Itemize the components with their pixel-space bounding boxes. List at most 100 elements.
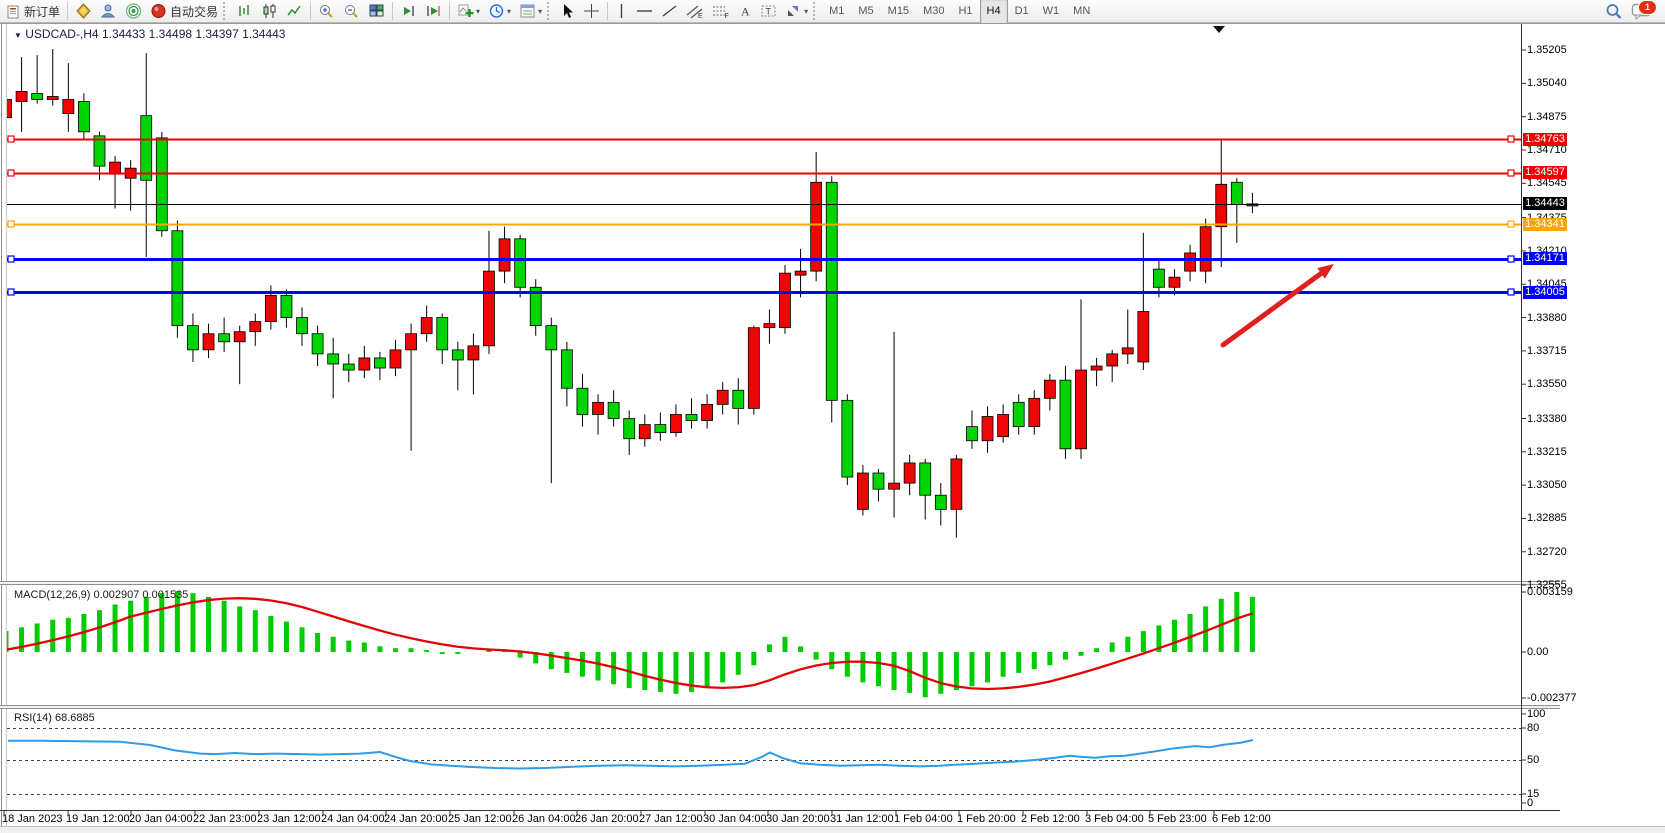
macd-axis-label: -0.002377 — [1527, 692, 1577, 704]
timeframe-m5[interactable]: M5 — [858, 5, 874, 17]
trendline-button[interactable] — [657, 1, 682, 21]
cursor-button[interactable] — [556, 1, 579, 21]
zoom-out-icon — [343, 3, 360, 19]
price-axis-label: 1.32555 — [1527, 579, 1567, 592]
price-line-tag: 1.34763 — [1523, 132, 1567, 146]
autotrading-icon — [150, 3, 167, 19]
tile-windows-button[interactable] — [364, 1, 389, 21]
time-axis-label: 5 Feb 23:00 — [1148, 813, 1207, 825]
zoom-out-button[interactable] — [339, 1, 364, 21]
candlestick-chart-button[interactable] — [257, 1, 282, 21]
toolbar-separator — [67, 2, 69, 20]
text-button[interactable]: A — [734, 1, 756, 21]
templates-button[interactable]: ▾ — [515, 1, 546, 21]
time-axis-label: 22 Jan 23:00 — [193, 813, 257, 825]
add-indicator-button[interactable]: ▾ — [453, 1, 484, 21]
mql5-gold-icon-icon — [75, 3, 92, 19]
broadcast-icon[interactable] — [121, 1, 146, 21]
chart-shift-icon — [425, 3, 442, 19]
chevron-down-icon: ▾ — [476, 6, 481, 16]
equidistant-channel-button[interactable]: E — [682, 1, 708, 21]
timeframe-m15[interactable]: M15 — [887, 5, 910, 17]
time-axis-label: 18 Jan 2023 — [2, 813, 63, 825]
new-order-icon — [6, 4, 21, 19]
timeframe-h1[interactable]: H1 — [958, 5, 973, 17]
toolbar-separator — [449, 2, 451, 20]
vertical-line-button[interactable] — [611, 1, 632, 21]
search-icon[interactable] — [1601, 1, 1627, 21]
timeframe-d1[interactable]: D1 — [1014, 5, 1029, 17]
svg-text:F: F — [725, 13, 729, 19]
notification-badge: 1 — [1638, 0, 1657, 15]
time-axis-label: 23 Jan 12:00 — [257, 813, 321, 825]
text-icon: A — [738, 3, 752, 19]
text-label-button[interactable]: T — [756, 1, 781, 21]
line-chart-button[interactable] — [282, 1, 307, 21]
text-label-icon: T — [760, 3, 777, 19]
arrows-icon — [785, 3, 802, 19]
chart-collapse-icon[interactable]: ▼ — [14, 31, 22, 40]
macd-axis-label: 0.00 — [1527, 646, 1549, 658]
macd-name: MACD(12,26,9) — [14, 589, 91, 601]
equidistant-channel-icon: E — [686, 3, 704, 19]
time-axis-label: 30 Jan 04:00 — [703, 813, 767, 825]
main-toolbar: 新订单 自动交易 ▾ ▾ ▾ E F A T ▾ M1 M5 M15 M30 H1 H4 D1 W1 MN 1 — [0, 0, 1665, 24]
toolbar-grip — [547, 2, 553, 20]
trendline-icon — [661, 3, 678, 19]
autotrading-button[interactable]: 自动交易 — [146, 1, 222, 21]
price-axis-label: 1.32885 — [1527, 512, 1567, 525]
auto-scroll-icon — [400, 3, 417, 19]
zoom-in-icon — [318, 3, 335, 19]
mql5-gold-icon[interactable] — [71, 1, 96, 21]
horizontal-line-button[interactable] — [632, 1, 657, 21]
rsi-value: 68.6885 — [54, 712, 95, 724]
templates-icon — [519, 3, 536, 19]
crosshair-icon — [583, 3, 600, 19]
time-axis-label: 1 Feb 20:00 — [957, 813, 1016, 825]
timeframe-m1[interactable]: M1 — [829, 5, 845, 17]
auto-scroll-button[interactable] — [396, 1, 421, 21]
price-line-tag: 1.34597 — [1523, 166, 1567, 180]
community-icon[interactable] — [96, 1, 121, 21]
price-line-tag: 1.34443 — [1523, 197, 1567, 211]
periods-clock-button[interactable]: ▾ — [484, 1, 515, 21]
time-axis-label: 6 Feb 12:00 — [1212, 813, 1271, 825]
price-axis-label: 1.32720 — [1527, 545, 1567, 558]
time-axis-label: 2 Feb 12:00 — [1021, 813, 1080, 825]
crosshair-button[interactable] — [579, 1, 604, 21]
zoom-in-button[interactable] — [314, 1, 339, 21]
toolbar-grip — [813, 2, 819, 20]
line-chart-icon — [286, 3, 303, 19]
periods-clock-icon — [488, 3, 505, 19]
timeframe-w1[interactable]: W1 — [1042, 5, 1060, 17]
price-axis-label: 1.34710 — [1527, 143, 1567, 156]
toolbar-separator — [310, 2, 312, 20]
arrows-button[interactable]: ▾ — [781, 1, 812, 21]
toolbar-right: 1 — [1601, 0, 1663, 21]
chart-shift-marker[interactable] — [1213, 26, 1225, 33]
toolbar-separator — [607, 2, 609, 20]
fibonacci-button[interactable]: F — [708, 1, 734, 21]
time-axis-label: 25 Jan 12:00 — [448, 813, 512, 825]
status-strip — [0, 826, 1665, 833]
new-order-button[interactable]: 新订单 — [2, 1, 64, 21]
time-axis-label: 24 Jan 04:00 — [321, 813, 385, 825]
tile-windows-icon — [368, 3, 385, 19]
time-axis-label: 24 Jan 20:00 — [384, 813, 448, 825]
chart-shift-button[interactable] — [421, 1, 446, 21]
notifications-icon[interactable]: 1 — [1627, 0, 1657, 21]
price-line-tag: 1.34171 — [1523, 252, 1567, 266]
bar-chart-button[interactable] — [232, 1, 257, 21]
time-axis-label: 30 Jan 20:00 — [766, 813, 830, 825]
price-line-tag: 1.34341 — [1523, 217, 1567, 231]
price-axis-label: 1.33380 — [1527, 412, 1567, 425]
chart-symbol-period: USDCAD-,H4 — [25, 27, 99, 41]
trend-arrow-annotation[interactable] — [1220, 264, 1334, 348]
timeframe-mn[interactable]: MN — [1073, 5, 1091, 17]
broadcast-icon-icon — [125, 3, 142, 19]
price-axis-label: 1.33715 — [1527, 344, 1567, 357]
timeframe-m30[interactable]: M30 — [923, 5, 945, 17]
candlestick-chart-icon — [261, 3, 278, 19]
